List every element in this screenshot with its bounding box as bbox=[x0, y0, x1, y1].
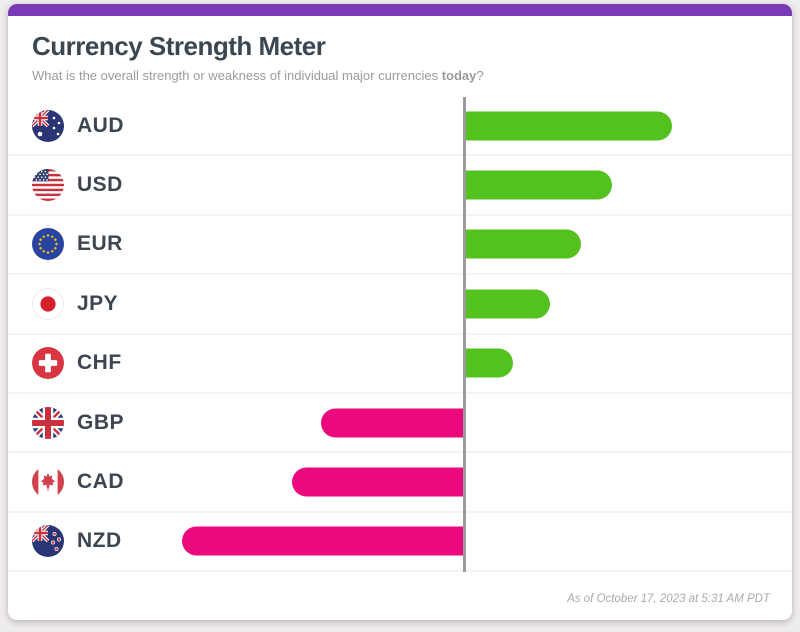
strength-bar bbox=[465, 111, 672, 141]
new-zealand-flag-icon bbox=[32, 525, 64, 558]
currency-code: AUD bbox=[77, 113, 124, 137]
strength-bar bbox=[292, 467, 465, 497]
united-states-flag-icon bbox=[32, 169, 64, 202]
strength-bar bbox=[465, 170, 613, 200]
strength-bar bbox=[182, 526, 465, 556]
as-of-timestamp: As of October 17, 2023 at 5:31 AM PDT bbox=[567, 592, 770, 605]
currency-code: JPY bbox=[77, 291, 119, 315]
united-kingdom-flag-icon bbox=[32, 406, 64, 439]
footer: As of October 17, 2023 at 5:31 AM PDT bbox=[567, 577, 770, 620]
currency-row-eur: EUR bbox=[8, 216, 792, 276]
subtitle-emphasis: today bbox=[441, 68, 477, 83]
header: Currency Strength Meter What is the over… bbox=[8, 16, 792, 83]
strength-bar bbox=[320, 408, 465, 438]
currency-row-aud: AUD bbox=[8, 97, 792, 157]
currency-row-gbp: GBP bbox=[8, 394, 792, 454]
subtitle-text: What is the overall strength or weakness… bbox=[32, 68, 442, 83]
currency-code: USD bbox=[77, 173, 123, 197]
strength-chart: AUD bbox=[8, 97, 792, 572]
switzerland-flag-icon bbox=[32, 347, 64, 380]
page-subtitle: What is the overall strength or weakness… bbox=[32, 68, 768, 83]
currency-row-usd: USD bbox=[8, 156, 792, 216]
currency-row-nzd: NZD bbox=[8, 513, 792, 572]
currency-code: CHF bbox=[77, 351, 122, 375]
currency-strength-card: Currency Strength Meter What is the over… bbox=[8, 4, 792, 620]
japan-flag-icon bbox=[32, 287, 64, 320]
currency-code: GBP bbox=[77, 410, 125, 434]
currency-row-jpy: JPY bbox=[8, 275, 792, 335]
chart-rows: AUD bbox=[8, 97, 792, 572]
accent-top-bar bbox=[8, 4, 792, 16]
strength-bar bbox=[465, 229, 582, 259]
subtitle-suffix: ? bbox=[476, 68, 484, 83]
currency-code: CAD bbox=[77, 469, 124, 493]
currency-code: NZD bbox=[77, 529, 122, 553]
european-union-flag-icon bbox=[32, 228, 64, 261]
strength-bar bbox=[465, 348, 514, 378]
currency-row-cad: CAD bbox=[8, 453, 792, 513]
zero-baseline-axis bbox=[463, 97, 466, 572]
currency-row-chf: CHF bbox=[8, 335, 792, 394]
currency-code: EUR bbox=[77, 232, 123, 256]
page-title: Currency Strength Meter bbox=[32, 31, 326, 61]
strength-bar bbox=[465, 289, 550, 319]
canada-flag-icon bbox=[32, 465, 64, 498]
australia-flag-icon bbox=[32, 109, 64, 142]
